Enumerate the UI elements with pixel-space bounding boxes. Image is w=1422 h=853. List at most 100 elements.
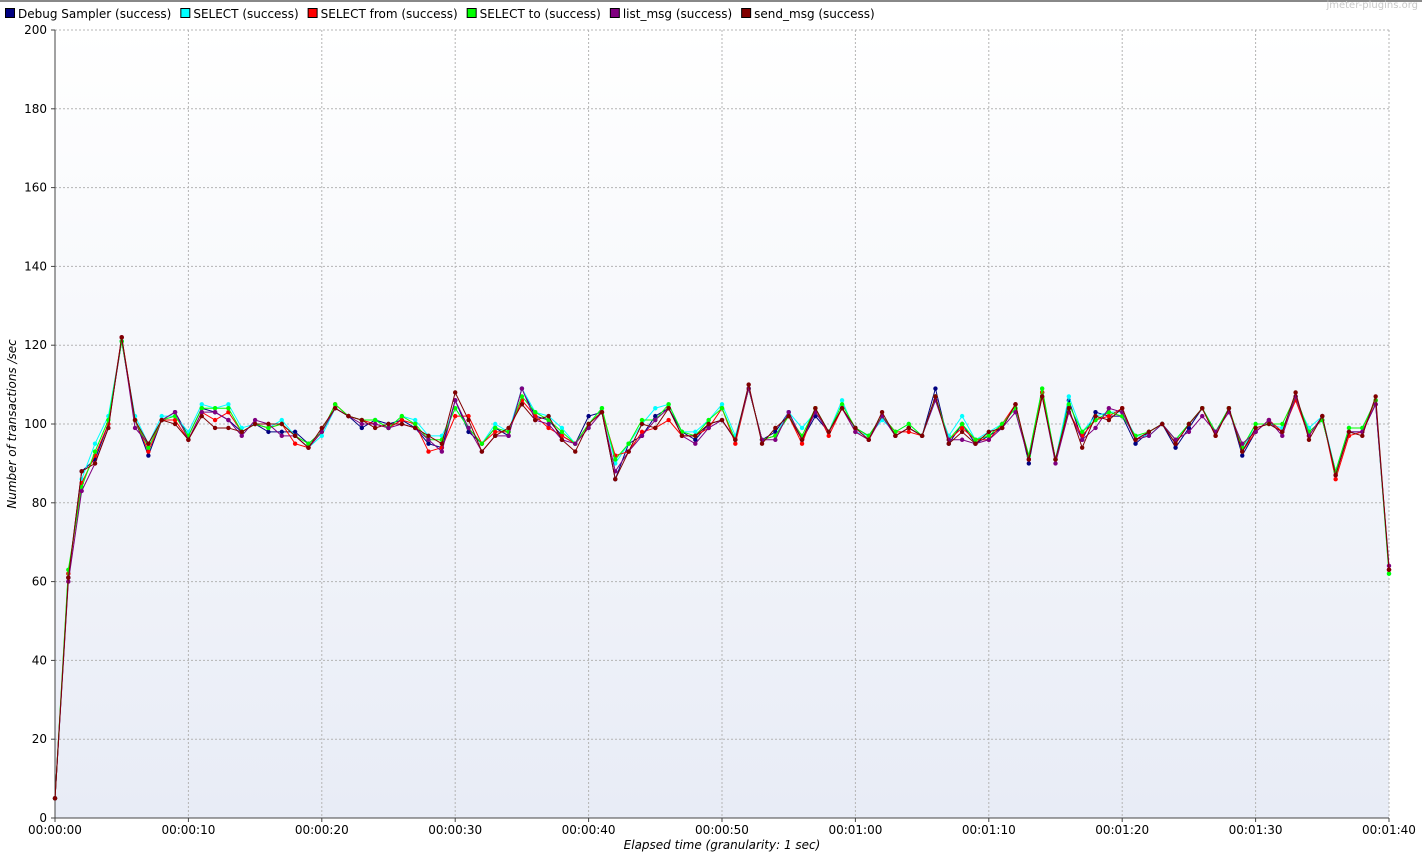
- data-point: [679, 433, 685, 439]
- data-point: [399, 421, 405, 427]
- data-point: [119, 335, 124, 340]
- data-point: [399, 413, 405, 419]
- data-point: [1173, 445, 1178, 450]
- data-point: [426, 437, 431, 442]
- data-point: [1333, 476, 1338, 482]
- data-point: [1146, 433, 1152, 439]
- data-point: [1280, 429, 1285, 435]
- data-point: [839, 406, 845, 411]
- data-point: [199, 402, 204, 407]
- data-point: [693, 429, 698, 435]
- data-point: [826, 433, 831, 439]
- watermark: jmeter-plugins.org: [1325, 0, 1418, 11]
- legend-swatch: [609, 8, 620, 18]
- data-point: [306, 441, 311, 446]
- data-point: [319, 429, 324, 435]
- data-point: [506, 425, 511, 431]
- data-point: [426, 433, 431, 439]
- data-point: [1173, 441, 1178, 446]
- data-point: [653, 417, 658, 423]
- legend-label: SELECT (success): [193, 7, 298, 21]
- data-point: [1093, 413, 1098, 419]
- data-point: [1160, 421, 1165, 427]
- data-point: [319, 425, 324, 431]
- data-point: [959, 429, 965, 435]
- data-point: [52, 796, 58, 801]
- data-point: [453, 413, 458, 419]
- data-point: [212, 409, 218, 415]
- data-point: [839, 402, 845, 407]
- legend-label: list_msg (success): [623, 7, 732, 21]
- x-tick-label: 00:00:30: [428, 823, 482, 837]
- data-point: [159, 413, 164, 419]
- data-point: [906, 425, 911, 431]
- data-point: [1346, 425, 1352, 431]
- data-point: [399, 417, 405, 423]
- data-point: [1093, 425, 1098, 431]
- legend-swatch: [5, 8, 15, 18]
- data-point: [639, 417, 645, 423]
- data-point: [1173, 437, 1178, 442]
- legend-swatch: [741, 8, 752, 18]
- data-point: [1146, 429, 1152, 435]
- data-point: [1226, 406, 1232, 411]
- data-point: [813, 406, 818, 411]
- data-point: [172, 417, 178, 423]
- y-tick-label: 80: [32, 496, 47, 510]
- data-point: [372, 421, 378, 427]
- data-point: [266, 429, 271, 435]
- data-point: [879, 409, 885, 415]
- data-point: [79, 488, 84, 494]
- data-point: [1133, 437, 1138, 442]
- data-point: [959, 437, 965, 442]
- x-tick-label: 00:01:00: [828, 823, 882, 837]
- data-point: [533, 409, 538, 415]
- data-point: [613, 476, 618, 482]
- y-tick-label: 60: [32, 575, 47, 589]
- data-point: [666, 402, 671, 407]
- data-point: [266, 425, 271, 431]
- data-point: [1386, 567, 1392, 572]
- data-point: [773, 425, 778, 431]
- data-point: [999, 425, 1005, 431]
- data-point: [1039, 386, 1045, 391]
- data-point: [599, 406, 605, 411]
- top-border: [0, 0, 1422, 2]
- data-point: [1053, 461, 1058, 466]
- y-tick-label: 200: [24, 23, 47, 37]
- x-tick-label: 00:00:10: [161, 823, 215, 837]
- data-point: [973, 437, 978, 442]
- data-point: [519, 386, 525, 391]
- y-tick-label: 120: [24, 338, 47, 352]
- data-point: [986, 437, 991, 442]
- data-point: [586, 413, 591, 419]
- data-point: [826, 429, 831, 435]
- data-point: [199, 413, 204, 419]
- data-point: [79, 469, 84, 474]
- data-point: [626, 449, 631, 454]
- data-point: [986, 433, 991, 439]
- data-point: [1213, 433, 1218, 439]
- data-point: [346, 413, 351, 419]
- data-point: [706, 425, 711, 431]
- data-point: [426, 441, 431, 446]
- data-point: [1386, 571, 1392, 576]
- y-tick-label: 100: [24, 417, 47, 431]
- data-point: [546, 421, 551, 427]
- x-tick-label: 00:00:50: [695, 823, 749, 837]
- data-point: [453, 398, 458, 403]
- data-point: [1026, 461, 1032, 466]
- data-point: [653, 413, 658, 419]
- data-point: [946, 441, 951, 446]
- y-tick-label: 160: [24, 181, 47, 195]
- data-point: [693, 441, 698, 446]
- data-point: [132, 425, 138, 431]
- data-point: [746, 382, 751, 387]
- data-point: [266, 421, 271, 427]
- data-point: [853, 429, 858, 435]
- data-point: [1266, 417, 1272, 423]
- legend-item: SELECT from (success): [307, 7, 458, 21]
- data-point: [479, 441, 485, 446]
- series-5: [52, 335, 1392, 801]
- data-point: [599, 409, 605, 415]
